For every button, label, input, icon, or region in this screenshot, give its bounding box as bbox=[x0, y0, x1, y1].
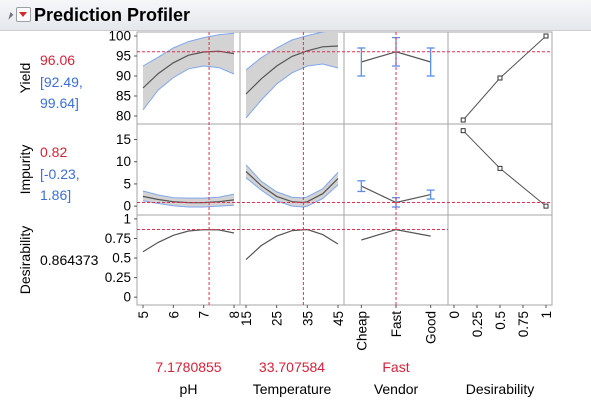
confidence-band bbox=[143, 191, 234, 207]
response-current-value: 0.864373 bbox=[40, 252, 99, 268]
factor-current-value: Fast bbox=[382, 359, 409, 375]
confidence-band bbox=[246, 164, 338, 207]
upper-ci-line bbox=[142, 190, 235, 199]
y-tick-label: 80 bbox=[116, 109, 131, 124]
x-tick-label: 1 bbox=[539, 311, 554, 319]
profiler-cell bbox=[239, 214, 345, 306]
x-tick-label: 15 bbox=[239, 311, 254, 326]
y-tick-label: 0 bbox=[123, 290, 131, 305]
response-name-label: Desirability bbox=[17, 226, 33, 294]
desirability-handle bbox=[543, 203, 549, 209]
y-tick-label: 0.25 bbox=[105, 270, 131, 285]
series-group bbox=[142, 32, 235, 111]
confidence-band bbox=[143, 33, 234, 111]
profiler-cell bbox=[136, 214, 241, 306]
series-group bbox=[142, 190, 235, 208]
profile-curve bbox=[245, 228, 339, 261]
response-interval-text: [92.49, bbox=[40, 74, 83, 90]
x-tick-label: Good bbox=[424, 311, 439, 344]
x-tick-label: 0.25 bbox=[470, 311, 485, 337]
factor-name-label: pH bbox=[180, 381, 198, 397]
confidence-band bbox=[246, 32, 338, 118]
y-tick-label: 100 bbox=[108, 29, 131, 44]
y-tick-label: 0.5 bbox=[112, 251, 131, 266]
y-tick-label: 0 bbox=[123, 199, 131, 214]
series-group bbox=[245, 32, 339, 119]
x-tick-label: 0.75 bbox=[516, 311, 531, 337]
desirability-handle bbox=[497, 75, 503, 81]
upper-ci-line bbox=[142, 32, 235, 67]
x-tick-label: 25 bbox=[270, 311, 285, 326]
desirability-handle bbox=[497, 165, 503, 171]
lower-ci-line bbox=[245, 63, 339, 119]
y-tick-label: 85 bbox=[116, 89, 131, 104]
response-interval-text: 99.64] bbox=[40, 95, 79, 111]
profile-curve bbox=[245, 45, 339, 95]
lower-ci-line bbox=[142, 65, 235, 111]
response-current-value: 96.06 bbox=[40, 52, 75, 68]
profile-curve bbox=[142, 50, 235, 89]
x-tick-label: 35 bbox=[300, 311, 315, 326]
factor-name-label: Desirability bbox=[466, 381, 534, 397]
factor-name-label: Vendor bbox=[374, 381, 419, 397]
y-tick-label: 90 bbox=[116, 69, 131, 84]
x-tick-label: 6 bbox=[166, 311, 181, 319]
red-triangle-menu-icon[interactable] bbox=[16, 7, 31, 22]
x-tick-label: 5 bbox=[136, 311, 151, 319]
factor-name-label: Temperature bbox=[253, 381, 332, 397]
y-tick-label: 10 bbox=[116, 154, 131, 169]
upper-ci-line bbox=[245, 164, 339, 199]
desirability-handle bbox=[460, 117, 466, 123]
factor-current-value: 33.707584 bbox=[259, 359, 325, 375]
series-group bbox=[357, 36, 435, 77]
profiler-cell bbox=[447, 214, 553, 306]
response-interval-text: [-0.23, bbox=[40, 166, 80, 182]
x-tick-label: 45 bbox=[331, 311, 346, 326]
series-group bbox=[245, 228, 339, 261]
x-tick-label: 7 bbox=[197, 311, 212, 319]
x-tick-label: 8 bbox=[227, 311, 242, 319]
desirability-handle bbox=[460, 128, 466, 134]
profiler-header: Prediction Profiler bbox=[0, 0, 591, 31]
response-interval-text: 1.86] bbox=[40, 187, 71, 203]
x-tick-label: 0 bbox=[447, 311, 462, 319]
y-tick-label: 0.75 bbox=[105, 231, 131, 246]
upper-ci-line bbox=[245, 32, 327, 71]
factor-current-value: 7.1780855 bbox=[155, 359, 221, 375]
y-tick-label: 15 bbox=[116, 132, 131, 147]
x-tick-label: Cheap bbox=[354, 311, 369, 351]
series-group bbox=[460, 33, 549, 123]
response-name-label: Impurity bbox=[17, 145, 33, 195]
profiler-title: Prediction Profiler bbox=[34, 5, 191, 25]
x-tick-label: 0.5 bbox=[493, 311, 508, 330]
response-current-value: 0.82 bbox=[40, 144, 67, 160]
response-name-label: Yield bbox=[17, 63, 33, 94]
y-tick-label: 95 bbox=[116, 49, 131, 64]
x-tick-label: Fast bbox=[389, 311, 404, 338]
series-group bbox=[460, 128, 549, 209]
lower-ci-line bbox=[245, 177, 339, 208]
y-tick-label: 1 bbox=[123, 211, 131, 226]
y-tick-label: 5 bbox=[123, 176, 131, 191]
desirability-handle bbox=[543, 33, 549, 39]
lower-ci-line bbox=[142, 200, 235, 208]
